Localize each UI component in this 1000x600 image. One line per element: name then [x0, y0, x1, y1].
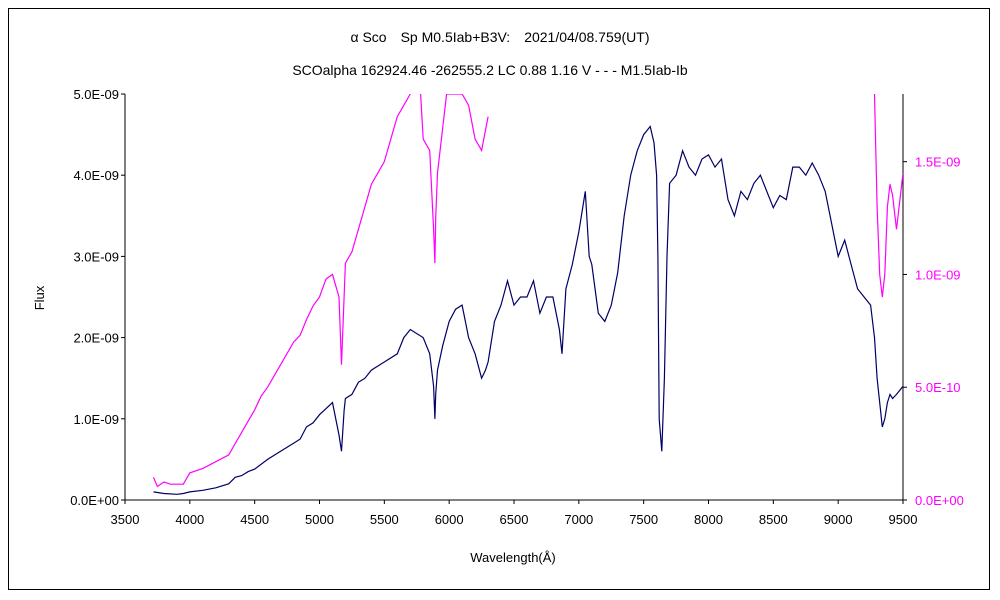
x-tick-label: 7000	[564, 512, 593, 527]
x-tick-label: 5500	[370, 512, 399, 527]
y-axis-label: Flux	[32, 285, 47, 310]
x-tick-label: 6000	[435, 512, 464, 527]
y-ticks: 0.0E+00 1.0E-09 2.0E-09 3.0E-09 4.0E-09 5.0E-…	[70, 87, 125, 508]
x-axis-label: Wavelength(Å)	[470, 550, 556, 565]
y-tick-label: 0.0E+00	[70, 493, 119, 508]
y2-tick-label: 5.0E-10	[915, 380, 961, 395]
x-tick-label: 6500	[500, 512, 529, 527]
y2-tick-label: 1.5E-09	[915, 155, 961, 170]
x-tick-label: 4000	[175, 512, 204, 527]
x-tick-label: 4500	[240, 512, 269, 527]
x-tick-label: 5000	[305, 512, 334, 527]
chart-frame	[8, 8, 990, 590]
chart-subtitle: SCOalpha 162924.46 -262555.2 LC 0.88 1.1…	[292, 62, 688, 78]
series-line-1	[153, 125, 903, 495]
series-layer	[152, 94, 903, 495]
x-tick-label: 7500	[629, 512, 658, 527]
x-tick-label: 9000	[824, 512, 853, 527]
x-tick-label: 8500	[759, 512, 788, 527]
x-tick-label: 9500	[889, 512, 918, 527]
x-tick-label: 8000	[694, 512, 723, 527]
y-tick-label: 4.0E-09	[73, 168, 119, 183]
y-tick-label: 2.0E-09	[73, 331, 119, 346]
x-ticks: 3500 4000 4500 5000 5500 6000 6500 7000 7500 8000…	[111, 500, 918, 527]
chart-title: α Sco Sp M0.5Iab+B3V: 2021/04/08.759(UT)	[350, 29, 649, 45]
y-tick-label: 3.0E-09	[73, 249, 119, 264]
x-tick-label: 3500	[111, 512, 140, 527]
y2-tick-label: 1.0E-09	[915, 267, 961, 282]
y2-ticks: 0.0E+00 5.0E-10 1.0E-09 1.5E-09	[903, 155, 964, 508]
y-tick-label: 1.0E-09	[73, 412, 119, 427]
y-tick-label: 5.0E-09	[73, 87, 119, 102]
series-line-2	[152, 94, 903, 488]
y2-tick-label: 0.0E+00	[915, 493, 964, 508]
